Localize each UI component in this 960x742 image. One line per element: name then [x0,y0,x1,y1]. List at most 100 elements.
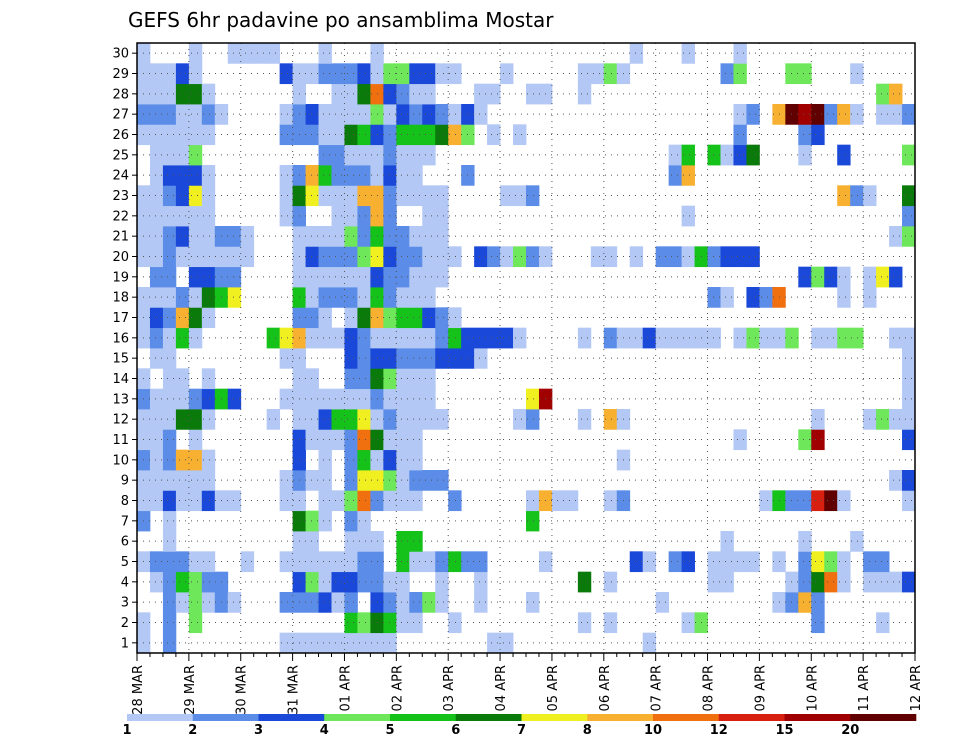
colorbar-swatch [390,714,457,721]
x-tick-label: 06 APR [598,665,613,711]
heatmap-cell [279,490,293,512]
heatmap-cell [344,348,358,369]
heatmap-cell [577,63,592,85]
heatmap-cell [824,571,838,593]
heatmap-cell [344,124,358,146]
heatmap-cell [889,83,903,105]
heatmap-cell [357,368,371,390]
heatmap-cell [902,185,916,207]
y-tick-label: 4 [121,575,129,590]
y-tick-label: 9 [121,474,129,489]
heatmap-cell [357,185,371,207]
heatmap-cell [902,368,916,390]
heatmap-cell [811,409,825,430]
heatmap-cell [149,144,164,166]
heatmap-cell [409,327,423,349]
heatmap-cell [707,144,721,166]
heatmap-cell [344,551,358,573]
heatmap-cell [733,144,747,166]
heatmap-cell [149,185,164,207]
heatmap-cell [448,551,462,573]
y-tick-label: 17 [112,311,129,326]
heatmap-cell [409,551,423,573]
heatmap-cell [798,531,812,552]
heatmap-cell [149,571,164,593]
heatmap-cell [785,327,799,349]
heatmap-cell [876,409,890,430]
heatmap-cell [227,388,242,410]
heatmap-cell [162,490,177,512]
colorbar-swatch [587,714,654,721]
heatmap-cell [409,531,423,552]
heatmap-cell [162,571,177,593]
heatmap-cell [798,429,812,451]
y-tick-label: 23 [112,189,129,204]
heatmap-cell [396,165,410,186]
heatmap-cell [733,63,747,85]
y-tick-label: 15 [112,352,129,367]
heatmap-cell [318,327,332,349]
heatmap-cell [850,531,864,552]
heatmap-cell [396,104,410,125]
heatmap-cell [422,124,436,146]
heatmap-cell [318,185,332,207]
heatmap-cell [188,612,203,634]
heatmap-cell [175,490,190,512]
heatmap-cell [526,409,540,430]
heatmap-cell [409,246,423,268]
x-tick-label: 04 APR [494,665,509,711]
heatmap-cell [474,571,488,593]
heatmap-cell [357,246,371,268]
heatmap-cell [279,63,293,85]
heatmap-cell [383,83,397,105]
heatmap-cell [149,205,164,227]
heatmap-cell [240,43,255,64]
heatmap-cell [590,63,605,85]
heatmap-cell [500,246,514,268]
heatmap-cell [344,144,358,166]
heatmap-cell [668,551,682,573]
heatmap-cell [305,226,319,247]
y-tick-label: 16 [112,331,129,346]
heatmap-cell [279,592,293,613]
y-tick-label: 26 [112,128,129,143]
heatmap-cell [162,429,177,451]
heatmap-cell [149,83,164,105]
heatmap-cell [720,144,734,166]
heatmap-cell [149,388,164,410]
heatmap-cell [331,409,345,430]
heatmap-cell [876,571,890,593]
heatmap-cell [331,185,345,207]
heatmap-cell [396,490,410,512]
x-tick-label: 08 APR [702,665,717,711]
x-tick-label: 05 APR [546,665,561,711]
heatmap-cell [811,551,825,573]
heatmap-cell [279,470,293,491]
heatmap-cell [435,571,449,593]
heatmap-cell [318,165,332,186]
heatmap-cell [759,327,773,349]
heatmap-cell [837,185,851,207]
heatmap-cell [162,348,177,369]
heatmap-cell [201,104,216,125]
heatmap-cell [655,592,670,613]
heatmap-cell [383,571,397,593]
heatmap-cell [149,266,164,288]
heatmap-cell [240,226,255,247]
heatmap-cell [383,226,397,247]
heatmap-cell [201,205,216,227]
heatmap-cell [149,104,164,125]
heatmap-cell [409,266,423,288]
heatmap-cell [344,327,358,349]
heatmap-cell [396,266,410,288]
heatmap-cell [526,246,540,268]
colorbar-swatch [258,714,325,721]
heatmap-cell [279,124,293,146]
heatmap-cell [681,246,695,268]
heatmap-cell [357,612,371,634]
heatmap-cell [383,449,397,471]
heatmap-cell [201,185,216,207]
heatmap-cell [383,246,397,268]
heatmap-cell [305,510,319,532]
